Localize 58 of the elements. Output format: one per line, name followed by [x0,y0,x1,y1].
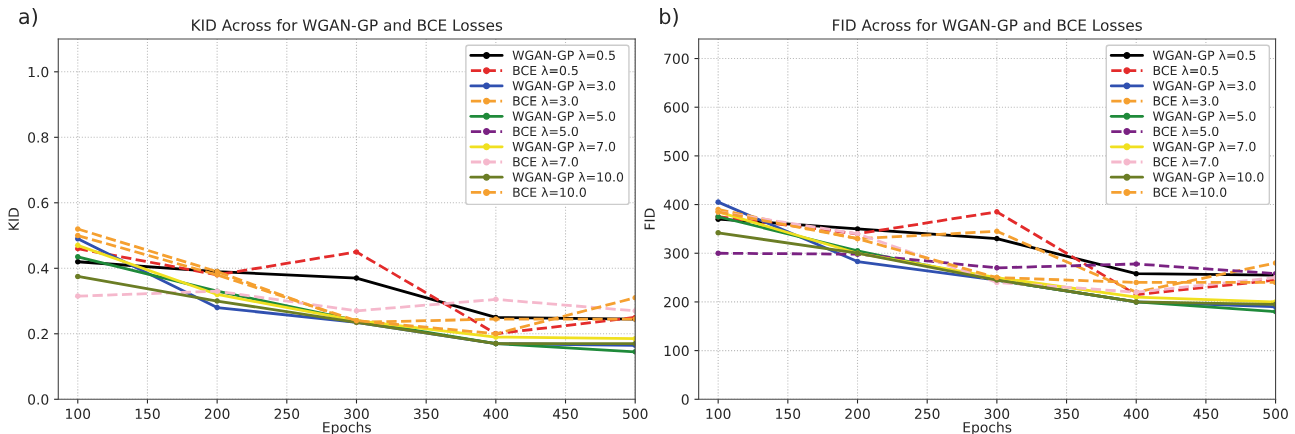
legend-label: BCE λ=3.0 [513,95,579,106]
x-tick-label: 100 [706,408,731,420]
x-tick-label: 450 [1193,408,1219,420]
x-tick-label: 500 [1263,408,1288,420]
legend-label: WGAN-GP λ=5.0 [1152,111,1256,121]
y-tick-label: 0.8 [28,132,49,143]
x-tick-label: 300 [984,408,1010,420]
y-tick-label: 400 [663,199,689,211]
x-tick-label: 150 [776,408,801,420]
legend-label: WGAN-GP λ=0.5 [512,50,615,60]
y-tick-label: 200 [664,296,689,308]
x-tick-label: 200 [204,408,230,420]
legend-label: BCE λ=10.0 [513,187,586,197]
legend-label: WGAN-GP λ=0.5 [1152,50,1256,60]
y-axis-title: KID [8,208,19,230]
x-tick-label: 350 [1054,408,1079,420]
legend-label: BCE λ=0.5 [1153,65,1219,76]
y-tick-label: 700 [664,53,689,65]
x-tick-label: 250 [274,408,300,420]
y-tick-label: 0.0 [28,394,49,405]
y-axis-title: FID [644,208,655,230]
legend-label: BCE λ=5.0 [1153,126,1219,137]
y-tick-label: 0.4 [28,263,49,274]
legend-label: BCE λ=7.0 [1153,156,1219,167]
legend-label: WGAN-GP λ=3.0 [1152,80,1256,91]
x-tick-label: 250 [914,408,940,420]
legend-label: WGAN-GP λ=5.0 [512,111,616,121]
x-tick-label: 100 [66,408,91,420]
legend-label: BCE λ=5.0 [513,126,579,137]
y-tick-label: 300 [664,248,689,259]
text: a) [19,8,37,27]
chart-title: KID Across for WGAN-GP and BCE Losses [192,19,503,31]
legend-label: WGAN-GP λ=10.0 [1152,172,1264,182]
legend-label: BCE λ=7.0 [513,156,579,167]
x-tick-label: 350 [413,408,439,420]
y-tick-label: 1.0 [28,66,49,78]
x-tick-label: 500 [623,408,648,420]
text: b) [660,8,678,27]
legend-label: WGAN-GP λ=7.0 [1152,141,1256,152]
y-tick-label: 0 [681,394,689,405]
x-tick-label: 400 [1123,408,1149,420]
x-tick-label: 300 [344,408,369,420]
y-tick-label: 0.2 [28,328,48,340]
x-tick-label: 450 [552,408,578,420]
x-tick-label: 150 [135,408,160,420]
legend-label: WGAN-GP λ=7.0 [512,141,616,152]
y-tick-label: 100 [664,345,689,357]
x-tick-label: 400 [483,408,509,420]
y-tick-label: 600 [664,102,689,113]
y-tick-label: 500 [664,150,689,162]
legend-label: BCE λ=10.0 [1153,187,1227,197]
x-tick-label: 200 [845,408,870,420]
y-tick-label: 0.6 [28,197,49,209]
chart-title: FID Across for WGAN-GP and BCE Losses [833,19,1142,31]
legend-label: BCE λ=3.0 [1153,95,1219,106]
legend-label: BCE λ=0.5 [513,65,578,76]
legend-label: WGAN-GP λ=3.0 [512,80,616,91]
legend-label: WGAN-GP λ=10.0 [512,172,624,182]
